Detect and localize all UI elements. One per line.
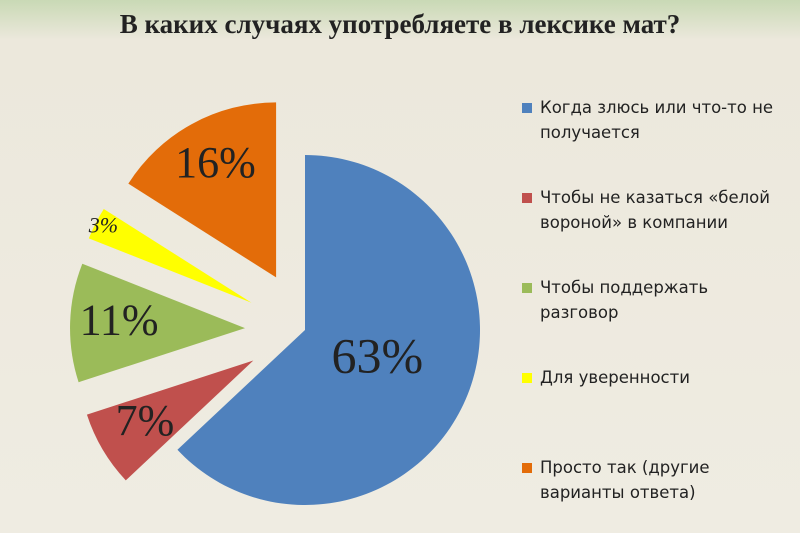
legend-label: Чтобы не казаться «белой вороной» в комп… [540, 188, 770, 232]
pie-slice [86, 360, 254, 481]
legend-item: Когда злюсь или что-то не получается [522, 95, 782, 145]
data-label: 11% [80, 295, 159, 344]
pie-slice [128, 102, 277, 278]
legend-item: Чтобы поддержать разговор [522, 275, 782, 325]
legend-label: Для уверенности [540, 368, 690, 387]
data-label: 63% [331, 328, 423, 384]
legend-swatch [522, 283, 532, 293]
data-label: 3% [88, 212, 118, 237]
legend-swatch [522, 103, 532, 113]
pie-slice [177, 155, 481, 506]
legend-swatch [522, 193, 532, 203]
legend-label: Чтобы поддержать разговор [540, 278, 709, 322]
legend-swatch [522, 463, 532, 473]
legend-swatch [522, 373, 532, 383]
legend-item: Просто так (другие варианты ответа) [522, 455, 782, 505]
chart-title: В каких случаях употребляете в лексике м… [119, 9, 681, 39]
legend-item: Для уверенности [522, 365, 782, 415]
data-label: 16% [175, 138, 256, 187]
legend: Когда злюсь или что-то не получается Чтоб… [522, 95, 782, 505]
legend-label: Просто так (другие варианты ответа) [540, 458, 710, 502]
pie-slice [88, 208, 252, 303]
data-label: 7% [116, 396, 175, 445]
legend-label: Когда злюсь или что-то не получается [540, 98, 774, 142]
pie-slice [70, 263, 246, 383]
legend-item: Чтобы не казаться «белой вороной» в комп… [522, 185, 782, 235]
